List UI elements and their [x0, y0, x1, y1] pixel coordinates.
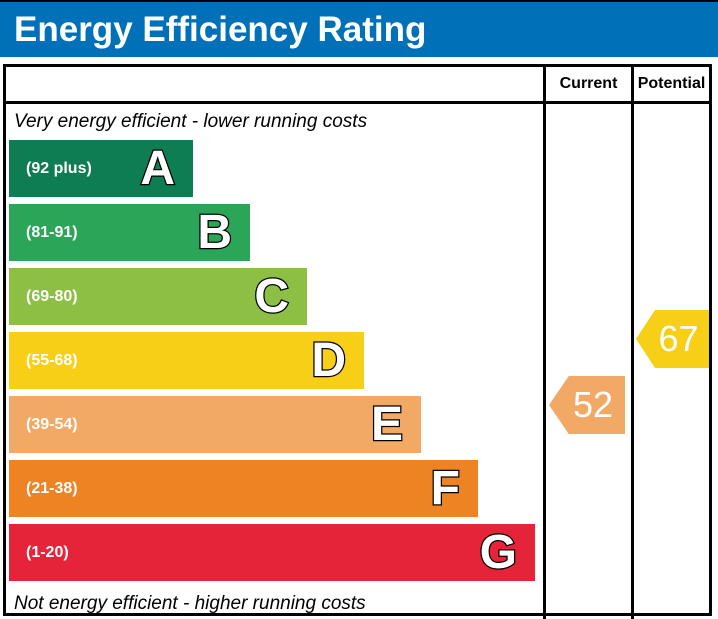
chart-header-row: Current Potential	[6, 67, 709, 104]
band-b: (81-91) B	[9, 204, 250, 261]
column-header-current: Current	[543, 67, 631, 101]
header-spacer	[6, 67, 543, 101]
band-g-letter: G	[478, 525, 518, 579]
potential-rating-value: 67	[658, 318, 699, 359]
band-e-range-label: (39-54)	[26, 415, 78, 433]
band-a-range-label: (92 plus)	[26, 159, 92, 177]
band-g: (1-20) G	[9, 524, 535, 581]
band-b-range-label: (81-91)	[26, 223, 78, 241]
band-g-range-label: (1-20)	[26, 543, 69, 561]
rating-bands: (92 plus) A (81-91) B (69-80) C (55-68) …	[6, 140, 543, 581]
top-note: Very energy efficient - lower running co…	[14, 111, 368, 132]
chart-body: Very energy efficient - lower running co…	[6, 104, 709, 619]
band-d-letter: D	[310, 333, 347, 387]
potential-column: 67	[631, 104, 709, 619]
band-e: (39-54) E	[9, 396, 421, 453]
band-a: (92 plus) A	[9, 140, 193, 197]
potential-rating-arrow: 67	[636, 310, 709, 368]
band-c-letter: C	[253, 269, 290, 323]
current-column: 52	[543, 104, 631, 619]
current-rating-arrow: 52	[549, 376, 625, 434]
page-title: Energy Efficiency Rating	[14, 9, 427, 49]
band-c-range-label: (69-80)	[26, 287, 78, 305]
band-f: (21-38) F	[9, 460, 478, 517]
band-d: (55-68) D	[9, 332, 364, 389]
band-f-range-label: (21-38)	[26, 479, 78, 497]
band-d-range-label: (55-68)	[26, 351, 78, 369]
energy-efficiency-chart: Current Potential Very energy efficient …	[3, 64, 712, 619]
band-c: (69-80) C	[9, 268, 307, 325]
band-a-letter: A	[139, 141, 176, 195]
bands-column: Very energy efficient - lower running co…	[6, 104, 543, 619]
column-header-potential: Potential	[631, 67, 709, 101]
band-f-letter: F	[429, 461, 461, 515]
band-b-letter: B	[196, 205, 233, 259]
title-bar: Energy Efficiency Rating	[0, 0, 718, 57]
band-e-letter: E	[370, 397, 405, 451]
bottom-note: Not energy efficient - higher running co…	[14, 592, 366, 614]
current-rating-value: 52	[572, 384, 614, 425]
